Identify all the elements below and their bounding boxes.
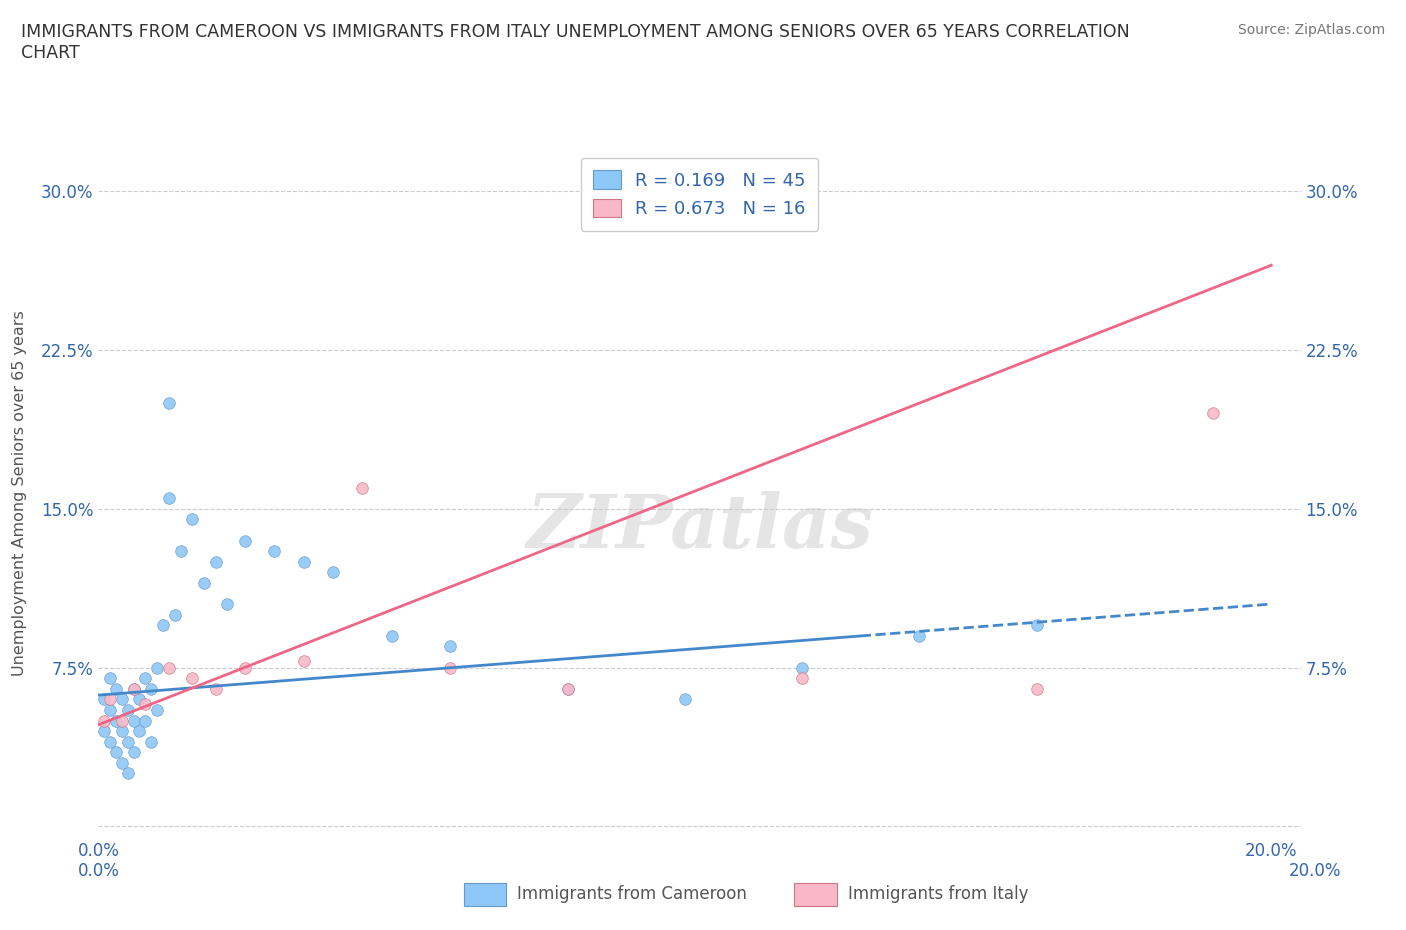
Point	[134, 713, 156, 728]
Y-axis label: Unemployment Among Seniors over 65 years: Unemployment Among Seniors over 65 years	[13, 310, 27, 676]
Point	[134, 697, 156, 711]
Point	[146, 702, 169, 717]
Point	[157, 660, 180, 675]
Point	[163, 607, 186, 622]
Point	[98, 671, 121, 685]
Point	[790, 671, 813, 685]
Point	[263, 544, 285, 559]
Point	[117, 702, 139, 717]
Point	[204, 682, 226, 697]
Point	[122, 745, 145, 760]
Legend: R = 0.169   N = 45, R = 0.673   N = 16: R = 0.169 N = 45, R = 0.673 N = 16	[581, 158, 818, 231]
Point	[292, 554, 315, 569]
Point	[98, 692, 121, 707]
Point	[98, 702, 121, 717]
Point	[322, 565, 344, 579]
Point	[204, 554, 226, 569]
Point	[141, 682, 163, 697]
Point	[557, 682, 579, 697]
Point	[105, 745, 128, 760]
Point	[233, 660, 256, 675]
Point	[111, 755, 134, 770]
Text: Immigrants from Cameroon: Immigrants from Cameroon	[517, 884, 747, 903]
Point	[439, 660, 461, 675]
Point	[439, 639, 461, 654]
Point	[181, 512, 204, 526]
Point	[790, 660, 813, 675]
Point	[93, 713, 115, 728]
Point	[157, 395, 180, 410]
Point	[1201, 406, 1223, 421]
Point	[117, 766, 139, 781]
Text: 0.0%: 0.0%	[77, 862, 120, 880]
Point	[557, 682, 579, 697]
FancyBboxPatch shape	[794, 884, 837, 906]
Point	[111, 724, 134, 738]
Text: 20.0%: 20.0%	[1288, 862, 1341, 880]
Point	[157, 491, 180, 506]
Point	[181, 671, 204, 685]
Text: ZIPatlas: ZIPatlas	[526, 491, 873, 564]
Point	[381, 629, 404, 644]
Point	[122, 682, 145, 697]
Point	[193, 576, 215, 591]
Point	[93, 724, 115, 738]
Point	[93, 692, 115, 707]
Point	[105, 713, 128, 728]
Point	[122, 713, 145, 728]
Point	[292, 654, 315, 669]
Point	[352, 480, 374, 495]
Point	[673, 692, 696, 707]
FancyBboxPatch shape	[464, 884, 506, 906]
Point	[122, 682, 145, 697]
Point	[1025, 682, 1047, 697]
Point	[105, 682, 128, 697]
Point	[98, 735, 121, 750]
Point	[128, 692, 150, 707]
Point	[908, 629, 931, 644]
Text: Immigrants from Italy: Immigrants from Italy	[848, 884, 1028, 903]
Point	[1025, 618, 1047, 632]
Point	[141, 735, 163, 750]
Point	[134, 671, 156, 685]
Point	[169, 544, 191, 559]
Point	[146, 660, 169, 675]
Text: Source: ZipAtlas.com: Source: ZipAtlas.com	[1237, 23, 1385, 37]
Text: IMMIGRANTS FROM CAMEROON VS IMMIGRANTS FROM ITALY UNEMPLOYMENT AMONG SENIORS OVE: IMMIGRANTS FROM CAMEROON VS IMMIGRANTS F…	[21, 23, 1130, 62]
Point	[217, 597, 239, 612]
Point	[128, 724, 150, 738]
Point	[111, 692, 134, 707]
Point	[152, 618, 174, 632]
Point	[117, 735, 139, 750]
Point	[111, 713, 134, 728]
Point	[233, 533, 256, 548]
